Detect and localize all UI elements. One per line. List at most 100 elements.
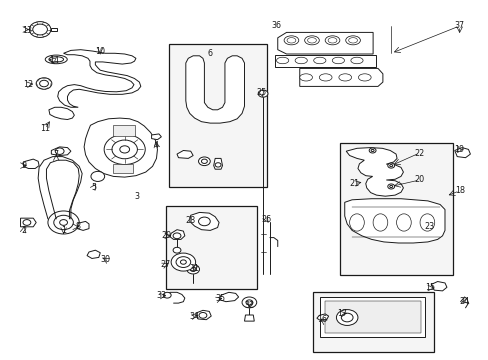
Circle shape xyxy=(91,171,104,181)
Ellipse shape xyxy=(319,74,331,81)
Ellipse shape xyxy=(304,36,319,45)
Ellipse shape xyxy=(396,214,410,231)
Text: 29: 29 xyxy=(161,231,171,240)
Circle shape xyxy=(186,265,199,274)
Polygon shape xyxy=(51,147,71,156)
Ellipse shape xyxy=(325,36,339,45)
Circle shape xyxy=(29,22,51,37)
Bar xyxy=(312,292,433,352)
Polygon shape xyxy=(170,230,184,239)
Bar xyxy=(113,125,135,136)
Text: 21: 21 xyxy=(349,179,359,188)
Polygon shape xyxy=(151,134,161,140)
Bar xyxy=(166,206,256,289)
Polygon shape xyxy=(325,301,420,333)
Bar xyxy=(113,164,133,173)
Text: 14: 14 xyxy=(49,56,59,65)
Polygon shape xyxy=(87,250,100,258)
Circle shape xyxy=(173,247,181,253)
Text: 18: 18 xyxy=(454,186,464,195)
Circle shape xyxy=(370,149,373,152)
Circle shape xyxy=(199,312,206,318)
Text: 34: 34 xyxy=(189,311,199,320)
Circle shape xyxy=(336,310,357,325)
Ellipse shape xyxy=(313,57,325,64)
Polygon shape xyxy=(277,32,372,54)
Text: 20: 20 xyxy=(414,175,424,184)
Text: 12: 12 xyxy=(23,80,33,89)
Circle shape xyxy=(245,300,252,305)
Text: 26: 26 xyxy=(261,215,271,224)
Text: 15: 15 xyxy=(425,284,434,292)
Circle shape xyxy=(112,140,137,159)
Polygon shape xyxy=(219,292,238,302)
Circle shape xyxy=(23,220,31,225)
Ellipse shape xyxy=(372,214,387,231)
Polygon shape xyxy=(430,282,446,291)
Polygon shape xyxy=(346,148,403,196)
Circle shape xyxy=(176,257,190,267)
Ellipse shape xyxy=(350,57,362,64)
Polygon shape xyxy=(244,315,254,321)
Polygon shape xyxy=(275,55,375,67)
Text: 3: 3 xyxy=(134,192,139,201)
Circle shape xyxy=(190,267,196,271)
Ellipse shape xyxy=(307,37,316,43)
Polygon shape xyxy=(84,118,157,177)
Circle shape xyxy=(198,157,210,166)
Polygon shape xyxy=(58,50,141,107)
Ellipse shape xyxy=(45,55,67,64)
Text: 33: 33 xyxy=(156,291,166,300)
Circle shape xyxy=(173,233,181,239)
Text: 32: 32 xyxy=(244,301,254,310)
Polygon shape xyxy=(185,56,244,123)
Ellipse shape xyxy=(327,37,336,43)
Polygon shape xyxy=(20,218,36,227)
Circle shape xyxy=(258,90,267,97)
Ellipse shape xyxy=(284,36,298,45)
Polygon shape xyxy=(316,314,328,320)
Text: 30: 30 xyxy=(100,255,110,264)
Circle shape xyxy=(368,148,375,153)
Text: 11: 11 xyxy=(40,124,50,133)
Circle shape xyxy=(180,260,186,264)
Circle shape xyxy=(201,159,207,163)
Text: 2: 2 xyxy=(21,226,26,235)
Polygon shape xyxy=(195,310,211,320)
Polygon shape xyxy=(344,199,444,243)
Text: 1: 1 xyxy=(61,226,66,235)
Text: 22: 22 xyxy=(414,148,424,158)
Ellipse shape xyxy=(349,214,364,231)
Ellipse shape xyxy=(345,36,360,45)
Text: 37: 37 xyxy=(454,22,464,31)
Text: 23: 23 xyxy=(424,222,433,231)
Circle shape xyxy=(387,163,394,168)
Ellipse shape xyxy=(276,57,288,64)
Bar xyxy=(339,143,452,275)
Text: 4: 4 xyxy=(154,141,159,150)
Circle shape xyxy=(341,313,352,322)
Text: 36: 36 xyxy=(271,22,281,31)
Ellipse shape xyxy=(331,57,344,64)
Ellipse shape xyxy=(348,37,357,43)
Text: 19: 19 xyxy=(454,145,464,154)
Circle shape xyxy=(33,24,47,35)
Polygon shape xyxy=(320,297,425,337)
Text: 9: 9 xyxy=(22,161,27,170)
Ellipse shape xyxy=(299,74,312,81)
Circle shape xyxy=(48,211,79,234)
Circle shape xyxy=(387,184,394,189)
Circle shape xyxy=(389,185,392,188)
Circle shape xyxy=(54,215,73,230)
Text: 25: 25 xyxy=(256,88,266,97)
Text: 31: 31 xyxy=(189,264,199,273)
Polygon shape xyxy=(77,221,89,230)
Bar xyxy=(168,44,266,187)
Text: 16: 16 xyxy=(316,315,326,324)
Polygon shape xyxy=(213,158,222,169)
Circle shape xyxy=(389,165,392,167)
Polygon shape xyxy=(51,28,57,31)
Text: 35: 35 xyxy=(215,294,224,303)
Text: 17: 17 xyxy=(337,310,346,319)
Circle shape xyxy=(55,148,64,154)
